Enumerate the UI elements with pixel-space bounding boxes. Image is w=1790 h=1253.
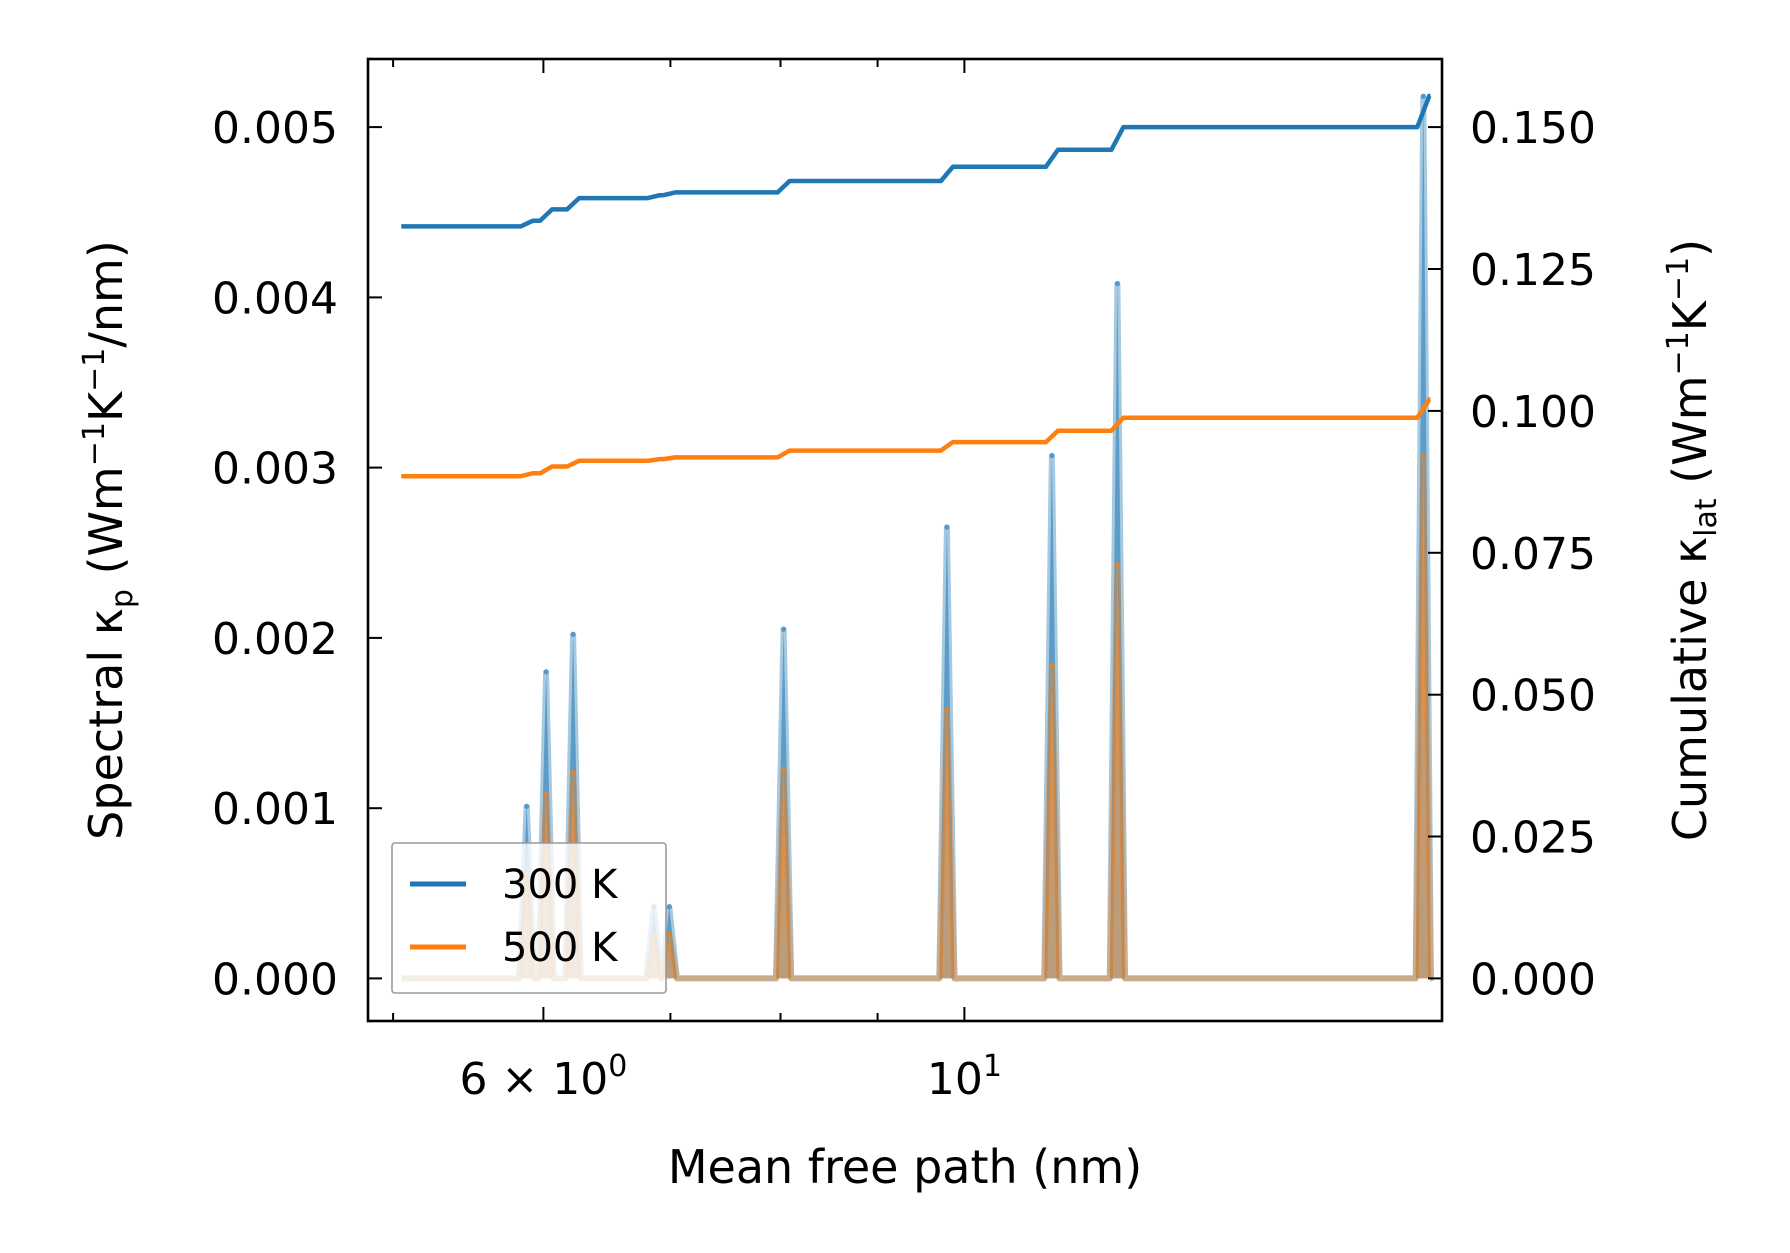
legend-label-500k: 500 K: [502, 925, 619, 971]
spectral-peak-500k: [570, 769, 576, 775]
y-left-tick-label: 0.004: [212, 273, 338, 324]
y-right-tick-label: 0.150: [1470, 103, 1596, 154]
spectral-peak-300k: [1049, 453, 1055, 459]
y-right-tick-label: 0.075: [1470, 529, 1596, 580]
y-left-tick-label: 0.005: [212, 103, 338, 154]
axis-ticks-layer: [368, 59, 1442, 1021]
x-tick-label-10: 101: [927, 1049, 1002, 1105]
spectral-peak-300k: [1420, 94, 1426, 99]
spectral-line-300k: [401, 93, 1434, 982]
y-right-tick-label: 0.000: [1470, 954, 1596, 1005]
cumulative-line-300k: [401, 93, 1432, 229]
plot-frame: [366, 57, 1444, 1023]
x-axis-label: Mean free path (nm): [668, 1140, 1142, 1194]
spectral-line-500k: [401, 452, 1434, 982]
y-right-tick-label: 0.125: [1470, 245, 1596, 296]
y-left-tick-label: 0.000: [212, 954, 338, 1005]
y-right-tick-label: 0.050: [1470, 671, 1596, 722]
spectral-peak-500k: [944, 706, 950, 712]
y-left-axis-label: Spectral κp (Wm−1K−1/nm): [77, 240, 140, 840]
legend-label-300k: 300 K: [502, 862, 619, 908]
spectral-peak-500k: [781, 766, 787, 772]
spectral-peak-300k: [524, 804, 530, 809]
spectral-peak-500k: [666, 931, 672, 937]
spectral-peak-300k: [781, 626, 787, 632]
legend: 300 K 500 K: [391, 842, 667, 994]
spectral-peak-500k: [543, 792, 549, 797]
spectral-peak-500k: [1049, 662, 1055, 668]
y-left-tick-label: 0.003: [212, 444, 338, 495]
spectral-peak-300k: [666, 904, 672, 910]
x-tick-label-6: 6 × 100: [459, 1049, 627, 1105]
legend-frame: [391, 842, 667, 994]
y-left-tick-label: 0.002: [212, 614, 338, 665]
spectral-peak-300k: [1114, 281, 1120, 287]
spectral-peak-300k: [570, 632, 576, 637]
spectral-peak-300k: [944, 524, 950, 530]
y-left-tick-label: 0.001: [212, 784, 338, 835]
cumulative-line-500k: [401, 397, 1432, 479]
y-right-tick-label: 0.100: [1470, 387, 1596, 438]
cumulative-series-layer: [401, 93, 1432, 479]
spectral-peak-300k: [543, 669, 549, 675]
y-right-tick-label: 0.025: [1470, 813, 1596, 864]
spectral-peak-500k: [1114, 562, 1120, 568]
spectral-peak-500k: [1420, 453, 1426, 459]
y-right-axis-label: Cumulative κlat (Wm−1K−1): [1661, 239, 1724, 841]
